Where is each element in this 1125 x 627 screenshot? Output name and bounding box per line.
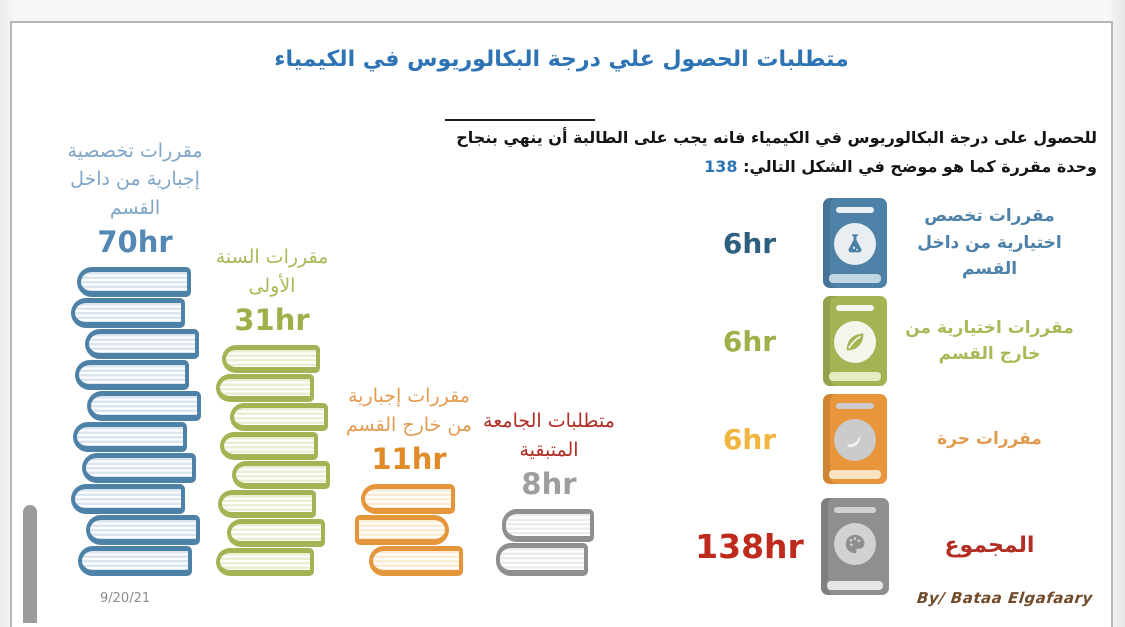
book-pages [826,580,883,590]
legend-hours: 6hr [722,422,777,456]
book [86,515,200,545]
book-stack [71,267,201,577]
page-title: متطلبات الحصول علي درجة البكالوريوس في ا… [274,47,849,72]
book [502,509,594,542]
book [496,543,588,576]
divider-line [445,119,595,121]
book-emblem [833,419,876,461]
book [227,519,325,547]
slide: متطلبات الحصول علي درجة البكالوريوس في ا… [10,21,1113,627]
scrollbar-thumb[interactable] [23,505,37,623]
book-stack [216,345,330,577]
book [216,548,314,576]
book [77,267,191,297]
book-emblem [833,522,876,565]
book [87,391,201,421]
stack-label: مقررات السنة الأولى [215,246,329,297]
book [232,461,330,489]
legend-label: مقررات اختيارية من خارج القسم [905,317,1074,364]
legend-label: مقررات حرة [937,428,1042,449]
book-stripe [835,403,874,409]
flask-icon [848,234,861,253]
book [222,345,320,373]
book-emblem [833,223,876,265]
legend-hours: 138hr [695,526,804,566]
book-emblem [833,321,876,363]
book [361,484,455,514]
book [216,374,314,402]
book [355,515,449,545]
book-icon [822,296,887,386]
book [230,403,328,431]
legend-label: مقررات تخصص اختيارية من داخل القسم [917,206,1062,280]
book-stripe [835,207,874,213]
stack-university-remaining: متطلبات الجامعة المتبقية 8hr [482,407,616,577]
stack-hours: 11hr [371,442,447,476]
book [218,490,316,518]
book-pages [828,372,881,381]
book [73,422,187,452]
intro-text: للحصول على درجة البكالوريوس في الكيمياء … [437,124,1097,182]
book [220,432,318,460]
book-stack [496,509,602,577]
book [369,546,463,576]
legend-label: المجموع [944,532,1035,558]
book-pages [828,470,881,479]
book-stripe [833,506,876,513]
stack-first-year: مقررات السنة الأولى 31hr [204,243,340,577]
book [82,453,196,483]
intro-line-1: للحصول على درجة البكالوريوس في الكيمياء … [456,128,1097,147]
book-pages [828,274,881,283]
book-icon [822,394,887,484]
legend-row-elective-outside: 6hr مقررات اختيارية من خارج القسم [692,293,1077,389]
book-stripe [835,305,874,311]
stack-hours: 8hr [521,467,577,501]
stack-label: مقررات تخصصية إجبارية من داخل القسم [67,139,203,219]
stack-outside-compulsory: مقررات إجبارية من خارج القسم 11hr [344,382,474,577]
total-units-number: 138 [704,156,738,176]
book [71,484,185,514]
slide-date: 9/20/21 [100,591,151,606]
book [75,360,189,390]
book [71,298,185,328]
book-stack [355,484,463,577]
author-credit: By/ Bataa Elgafaary [916,589,1094,607]
legend-row-elective-inside: 6hr مقررات تخصص اختيارية من داخل القسم [692,195,1077,291]
book [78,546,192,576]
stack-specialized-compulsory: مقررات تخصصية إجبارية من داخل القسم 70hr [60,137,210,578]
legend-hours: 6hr [722,226,777,260]
leaf-icon [846,333,863,351]
legend-row-free-courses: 6hr مقررات حرة [692,391,1077,487]
stack-label: مقررات إجبارية من خارج القسم [346,385,472,436]
stack-label: متطلبات الجامعة المتبقية [483,410,615,461]
stack-hours: 70hr [97,225,173,259]
book-icon [820,497,889,595]
legend-hours: 6hr [722,324,777,358]
feather-icon [846,435,860,447]
stack-hours: 31hr [234,303,310,337]
legend-row-total: 138hr المجموع [692,495,1077,597]
book-icon [822,198,887,288]
intro-line-2: 138 وحدة مقررة كما هو موضح في الشكل التا… [704,156,1097,176]
palette-icon [845,534,865,553]
book [85,329,199,359]
